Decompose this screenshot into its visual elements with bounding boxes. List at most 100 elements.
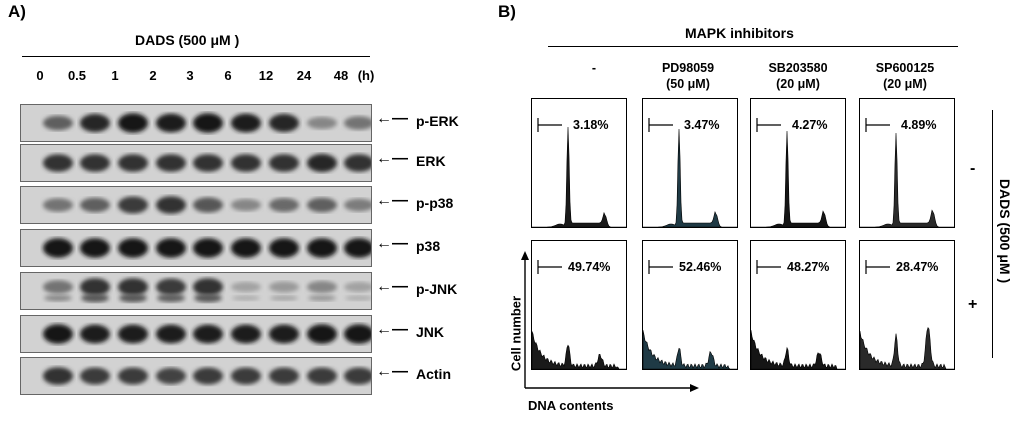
blot-band xyxy=(43,280,73,294)
blot-label: p38 xyxy=(416,238,441,254)
blot-band xyxy=(269,324,299,344)
blot-label: p-JNK xyxy=(416,281,458,297)
blot-band xyxy=(308,294,336,302)
condition-name: PD98059 xyxy=(661,61,715,75)
y-axis-label: Cell number xyxy=(508,295,524,372)
blot-band xyxy=(194,293,222,303)
inhibitors-line xyxy=(548,46,958,47)
arrow-icon: ←— xyxy=(376,235,408,252)
blot-band xyxy=(80,324,110,344)
cell-cycle-histogram: 3.47% xyxy=(642,98,738,228)
blot-band xyxy=(344,324,371,344)
blot-band xyxy=(344,281,371,293)
blot-band xyxy=(43,115,73,131)
blot-band xyxy=(193,197,223,213)
blot-band xyxy=(80,113,110,133)
blot-strip xyxy=(20,357,372,395)
blot-band xyxy=(156,324,186,344)
blot-band xyxy=(156,367,186,385)
row-label-plus: + xyxy=(968,296,978,313)
blot-band xyxy=(43,324,73,344)
inhibitors-title: MAPK inhibitors xyxy=(685,25,794,41)
blot-band xyxy=(193,238,223,258)
histogram-trace xyxy=(532,331,626,369)
blot-band xyxy=(269,238,299,258)
panel-b-label: B) xyxy=(498,2,516,21)
blot-band xyxy=(193,113,223,133)
blot-band xyxy=(193,278,223,296)
blot-band xyxy=(80,278,110,296)
blot-band xyxy=(269,281,299,293)
blot-band xyxy=(80,367,110,385)
blot-band xyxy=(345,295,371,301)
blot-band xyxy=(231,367,261,385)
condition-dose: (20 μM) xyxy=(776,77,820,91)
blot-band xyxy=(80,197,110,213)
treatment-line xyxy=(22,56,370,57)
blot-strip xyxy=(20,315,372,353)
histogram-trace xyxy=(860,327,954,369)
condition-name: - xyxy=(591,61,597,75)
timepoint-label: 6 xyxy=(224,68,232,83)
blot-band xyxy=(307,116,337,130)
blot-band xyxy=(118,238,148,258)
blot-band xyxy=(269,367,299,385)
arrow-icon: ←— xyxy=(376,278,408,295)
histogram-trace xyxy=(532,126,626,227)
blot-strip xyxy=(20,229,372,267)
blot-band xyxy=(232,295,260,301)
sub-g1-percentage: 28.47% xyxy=(896,260,939,274)
sub-g1-percentage: 3.47% xyxy=(684,118,720,132)
blot-band xyxy=(231,238,261,258)
condition-label: SB203580 (20 μM) xyxy=(743,60,853,92)
blot-band xyxy=(231,324,261,344)
panel-a-label: A) xyxy=(8,2,26,21)
sub-g1-percentage: 4.89% xyxy=(901,118,937,132)
sub-g1-percentage: 4.27% xyxy=(792,118,828,132)
blot-band xyxy=(118,278,148,296)
blot-band xyxy=(270,295,298,301)
blot-band xyxy=(118,367,148,385)
histogram-trace xyxy=(751,130,845,227)
histogram-trace xyxy=(860,132,954,227)
blot-label: ERK xyxy=(416,153,446,169)
x-axis-label: DNA contents xyxy=(528,398,614,413)
blot-band xyxy=(118,154,148,172)
arrow-icon: ←— xyxy=(376,363,408,380)
blot-band xyxy=(307,367,337,385)
blot-band xyxy=(156,238,186,258)
blot-band xyxy=(344,238,371,258)
arrow-icon: ←— xyxy=(376,321,408,338)
blot-strip xyxy=(20,186,372,224)
blot-label: p-p38 xyxy=(416,195,454,211)
blot-band xyxy=(193,154,223,172)
cell-cycle-histogram: 4.27% xyxy=(750,98,846,228)
blot-band xyxy=(43,198,73,212)
blot-label: JNK xyxy=(416,324,445,340)
sub-g1-gate xyxy=(756,118,781,132)
timepoint-label: 24 xyxy=(296,68,312,83)
blot-band xyxy=(231,154,261,172)
row-label-minus: - xyxy=(970,160,976,177)
blot-band xyxy=(269,198,299,212)
timepoint-label: 12 xyxy=(258,68,274,83)
blot-band xyxy=(156,154,186,172)
timepoint-label: 1 xyxy=(111,68,119,83)
sub-g1-percentage: 52.46% xyxy=(679,260,722,274)
blot-band xyxy=(156,113,186,133)
axes-arrows xyxy=(521,251,699,392)
time-unit: (h) xyxy=(357,68,375,83)
blot-band xyxy=(118,196,148,214)
histogram-trace xyxy=(751,330,845,369)
blot-band xyxy=(307,280,337,294)
condition-name: SP600125 xyxy=(875,61,935,75)
timepoint-label: 0 xyxy=(36,68,44,83)
blot-band xyxy=(43,154,73,172)
blot-band xyxy=(119,293,147,303)
cell-cycle-histogram: 48.27% xyxy=(750,240,846,370)
blot-band xyxy=(344,367,371,385)
blot-band xyxy=(269,154,299,172)
blot-band xyxy=(118,324,148,344)
arrow-icon: ←— xyxy=(376,110,408,127)
condition-dose: (20 μM) xyxy=(883,77,927,91)
